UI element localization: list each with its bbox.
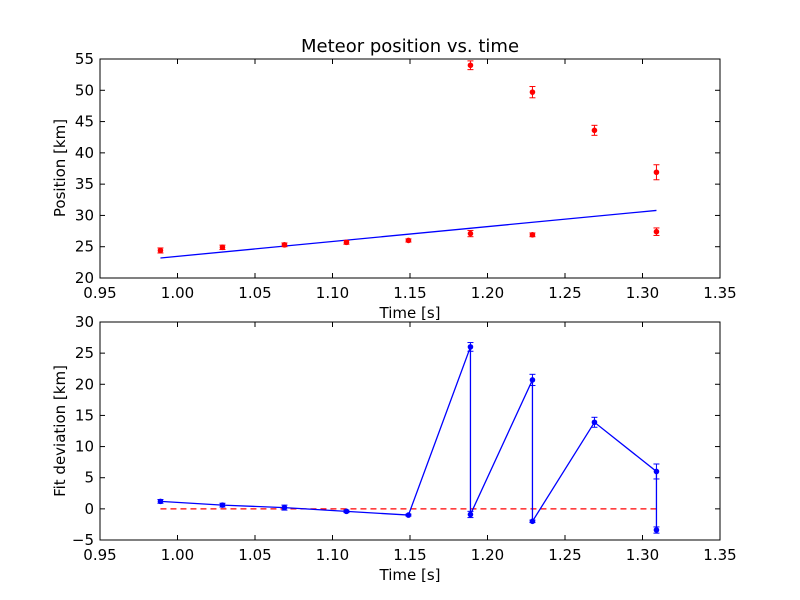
deviation-x-tick-label: 1.05 [238,546,271,564]
position-x-tick-label: 1.25 [548,284,581,302]
deviation-x-tick-label: 1.20 [471,546,504,564]
deviation-point [653,468,660,475]
position-x-tick-label: 1.35 [703,284,736,302]
deviation-plot-frame [99,321,721,541]
position-y-tick-label: 55 [75,50,94,68]
position-x-tick-label: 1.20 [471,284,504,302]
position-point [219,244,226,251]
deviation-point [653,527,660,533]
position-x-tick-label: 1.15 [393,284,426,302]
deviation-x-tick-label: 0.95 [83,546,116,564]
position-x-tick-label: 1.05 [238,284,271,302]
position-point [467,62,474,69]
position-point [653,228,660,235]
deviation-x-tick-label: 1.00 [161,546,194,564]
deviation-point [529,518,536,525]
position-point [157,247,164,254]
position-point [405,237,412,244]
position-y-tick-label: 30 [75,206,94,224]
position-panel: Meteor position vs. time 0.95 1.00 1.05 1.1… [51,36,737,322]
deviation-y-tick-label: 20 [75,375,94,393]
deviation-x-tick-label: 1.30 [626,546,659,564]
position-point [343,239,350,246]
position-x-tick-label: 1.30 [626,284,659,302]
deviation-y-tick-label: 30 [75,313,94,331]
position-y-tick-label: 40 [75,144,94,162]
deviation-y-tick-label: 0 [84,500,94,518]
position-x-axis-label: Time [s] [379,304,441,322]
position-point [467,230,474,237]
position-y-axis-label: Position [km] [51,119,69,217]
position-y-tick-label: 45 [75,113,94,131]
position-plot-frame [99,58,721,279]
deviation-point [591,419,598,426]
position-point [653,169,660,176]
deviation-x-tick-label: 1.25 [548,546,581,564]
deviation-y-tick-label: 5 [84,469,94,487]
deviation-x-tick-label: 1.10 [316,546,349,564]
deviation-point [281,504,288,511]
deviation-x-tick-label: 1.35 [703,546,736,564]
deviation-point [529,377,536,383]
deviation-point [157,498,164,505]
position-point [281,242,288,248]
position-x-tick-label: 1.00 [161,284,194,302]
position-point [529,89,536,95]
fit-line [160,209,657,259]
deviation-y-tick-label: −5 [72,531,94,549]
deviation-y-tick-label: 15 [75,406,94,424]
deviation-x-axis-label: Time [s] [379,566,441,584]
position-y-tick-label: 25 [75,238,94,256]
position-point [529,232,536,238]
deviation-y-tick-label: 10 [75,438,94,456]
position-point [591,127,598,134]
deviation-point [343,508,350,515]
position-y-tick-label: 20 [75,269,94,287]
position-x-tick-label: 1.10 [316,284,349,302]
deviation-y-tick-label: 25 [75,344,94,362]
deviation-y-axis-label: Fit deviation [km] [51,365,69,497]
position-marks [157,60,660,259]
deviation-point [467,344,474,350]
deviation-x-tick-label: 1.15 [393,546,426,564]
position-x-tick-label: 0.95 [83,284,116,302]
deviation-series-line [160,346,658,531]
deviation-point [405,512,412,518]
position-chart-title: Meteor position vs. time [301,36,519,57]
deviation-marks [157,342,660,534]
position-y-tick-label: 35 [75,175,94,193]
deviation-panel: 0.95 1.00 1.05 1.10 1.15 1.20 1.25 1.30 1.35 −5 0 5… [51,313,737,584]
deviation-point [219,502,226,508]
position-y-tick-label: 50 [75,81,94,99]
deviation-point [467,511,474,518]
